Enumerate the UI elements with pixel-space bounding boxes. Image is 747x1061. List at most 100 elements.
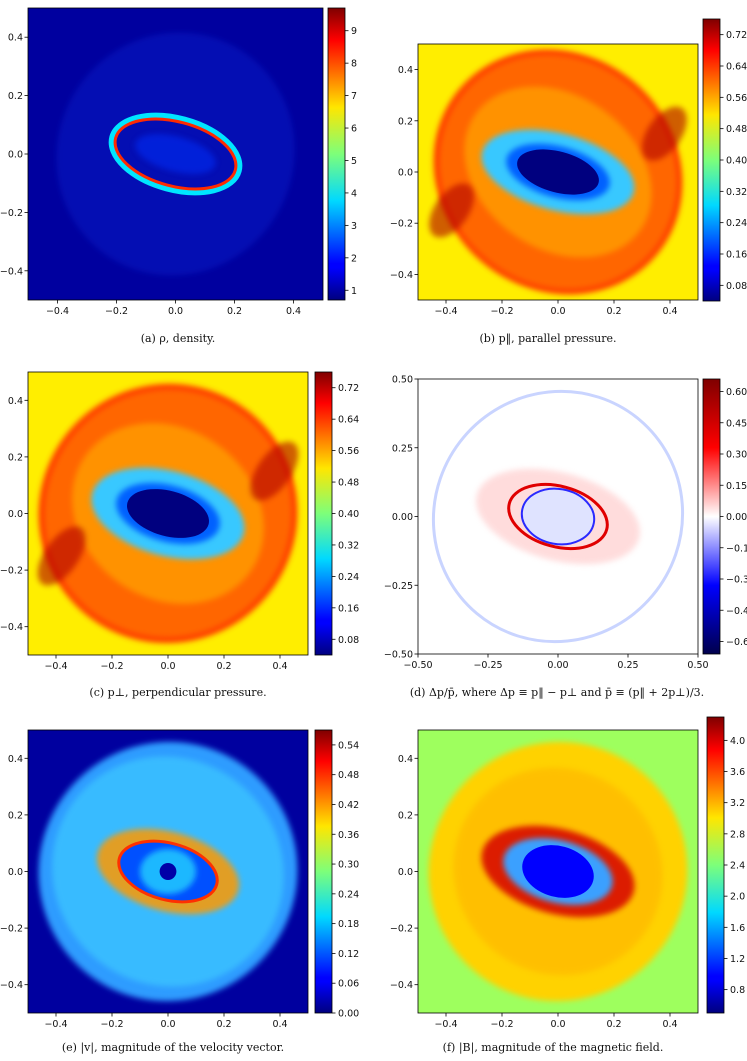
y-tick-label: −0.4 <box>390 270 413 281</box>
x-tick-label: 0.00 <box>547 660 568 671</box>
heatmap-feature <box>507 483 609 550</box>
y-tick-label: 0.00 <box>392 512 413 523</box>
heatmap-feature <box>517 149 599 195</box>
y-tick-label: −0.2 <box>0 566 23 577</box>
y-tick-label: −0.2 <box>0 208 23 219</box>
heatmap-field <box>431 389 685 644</box>
colorbar-tick-label: 0.16 <box>726 250 747 261</box>
colorbar-tick-label: 0.54 <box>338 740 359 751</box>
caption-e: (e) |v|, magnitude of the velocity vecto… <box>61 1041 285 1054</box>
x-tick-label: 0.2 <box>606 306 621 317</box>
colorbar-tick-label: −0.45 <box>726 606 747 617</box>
colorbar-tick-label: −0.60 <box>726 637 747 648</box>
x-tick-label: −0.2 <box>490 1019 513 1030</box>
colorbar-tick-label: 4 <box>351 188 357 199</box>
heatmap-feature <box>113 117 238 191</box>
colorbar-tick-label: 0.06 <box>338 979 359 990</box>
colorbar-tick-label: 3.2 <box>730 798 745 809</box>
colorbar-tick-label: 0.64 <box>338 415 359 426</box>
heatmap-feature <box>520 487 596 546</box>
colorbar-tick-label: 6 <box>351 124 357 135</box>
colorbar-tick-label: 0.32 <box>726 187 747 198</box>
colorbar-tick-label: −0.30 <box>726 575 747 586</box>
colorbar-tick-label: 2.4 <box>730 861 745 872</box>
y-tick-label: 0.0 <box>398 867 413 878</box>
colorbar-tick-label: 2.8 <box>730 829 745 840</box>
x-tick-label: 0.4 <box>286 306 301 317</box>
y-tick-label: −0.4 <box>0 266 23 277</box>
colorbar-tick-label: 3 <box>351 221 357 232</box>
caption-b: (b) p‖, parallel pressure. <box>479 332 617 345</box>
heatmap-feature <box>135 133 216 175</box>
colorbar-tick-label: 8 <box>351 59 357 70</box>
x-tick-label: 0.2 <box>216 1019 231 1030</box>
y-tick-label: −0.2 <box>0 924 23 935</box>
colorbar-tick-label: 4.0 <box>730 736 745 747</box>
colorbar-tick-label: 0.24 <box>338 572 359 583</box>
heatmap-feature <box>429 183 474 238</box>
colorbar-tick-label: 0.30 <box>338 860 359 871</box>
colorbar-tick-label: 1 <box>351 286 357 297</box>
colorbar-tick-label: 0.30 <box>726 450 747 461</box>
y-tick-label: 0.0 <box>398 168 413 179</box>
colorbar-tick-label: 0.12 <box>338 949 359 960</box>
heatmap-field <box>37 383 299 644</box>
colorbar-tick-label: 2.0 <box>730 892 745 903</box>
heatmap-feature <box>108 112 243 196</box>
colorbar-tick-label: 0.18 <box>338 919 359 930</box>
y-tick-label: −0.4 <box>0 980 23 991</box>
colorbar-tick-label: 3.6 <box>730 767 745 778</box>
x-tick-label: −0.4 <box>44 1019 67 1030</box>
colorbar-tick-label: 1.6 <box>730 923 745 934</box>
x-tick-label: −0.2 <box>490 306 513 317</box>
y-tick-label: 0.2 <box>398 810 413 821</box>
colorbar-tick-label: 0.08 <box>726 281 747 292</box>
caption-c: (c) p⊥, perpendicular pressure. <box>89 686 267 699</box>
y-tick-label: 0.0 <box>8 867 23 878</box>
colorbar-tick-label: 0.72 <box>726 30 747 41</box>
colorbar-tick-label: 0.15 <box>726 481 747 492</box>
colorbar-tick-label: 2 <box>351 253 357 264</box>
y-tick-label: −0.50 <box>384 650 413 661</box>
x-tick-label: −0.2 <box>100 1019 123 1030</box>
heatmap-feature <box>250 441 299 501</box>
y-tick-label: −0.25 <box>384 581 413 592</box>
colorbar-tick-label: 0.42 <box>338 800 359 811</box>
y-tick-label: 0.4 <box>8 33 23 44</box>
x-tick-label: 0.4 <box>272 1019 287 1030</box>
colorbar <box>327 7 346 301</box>
y-tick-label: 0.4 <box>8 754 23 765</box>
colorbar-tick-label: 0.56 <box>338 446 359 457</box>
caption-d: (d) Δp/p̄, where Δp ≡ p‖ − p⊥ and p̄ ≡ (… <box>409 686 705 699</box>
x-tick-label: 0.2 <box>216 661 231 672</box>
colorbar-tick-label: 5 <box>351 156 357 167</box>
colorbar <box>706 716 725 1014</box>
x-tick-label: −0.2 <box>105 306 128 317</box>
y-tick-label: 0.2 <box>8 452 23 463</box>
x-tick-label: 0.4 <box>662 306 677 317</box>
y-tick-label: −0.2 <box>390 219 413 230</box>
colorbar-tick-label: 1.2 <box>730 954 745 965</box>
colorbar-tick-label: −0.15 <box>726 543 747 554</box>
colorbar <box>314 729 333 1014</box>
x-tick-label: −0.4 <box>434 1019 457 1030</box>
colorbar-tick-label: 0.48 <box>338 770 359 781</box>
heatmap-feature <box>431 389 685 644</box>
x-tick-label: 0.50 <box>687 660 708 671</box>
y-tick-label: 0.0 <box>8 150 23 161</box>
y-tick-label: 0.2 <box>8 91 23 102</box>
x-tick-label: −0.4 <box>44 661 67 672</box>
colorbar-tick-label: 0.40 <box>338 509 359 520</box>
colorbar-tick-label: 0.32 <box>338 540 359 551</box>
colorbar-tick-label: 9 <box>351 26 357 37</box>
colorbar-tick-label: 0.8 <box>730 985 745 996</box>
heatmap-feature <box>642 106 687 161</box>
y-tick-label: 0.0 <box>8 509 23 520</box>
heatmap-feature <box>37 526 86 586</box>
x-tick-label: 0.25 <box>617 660 638 671</box>
y-tick-label: 0.2 <box>8 810 23 821</box>
